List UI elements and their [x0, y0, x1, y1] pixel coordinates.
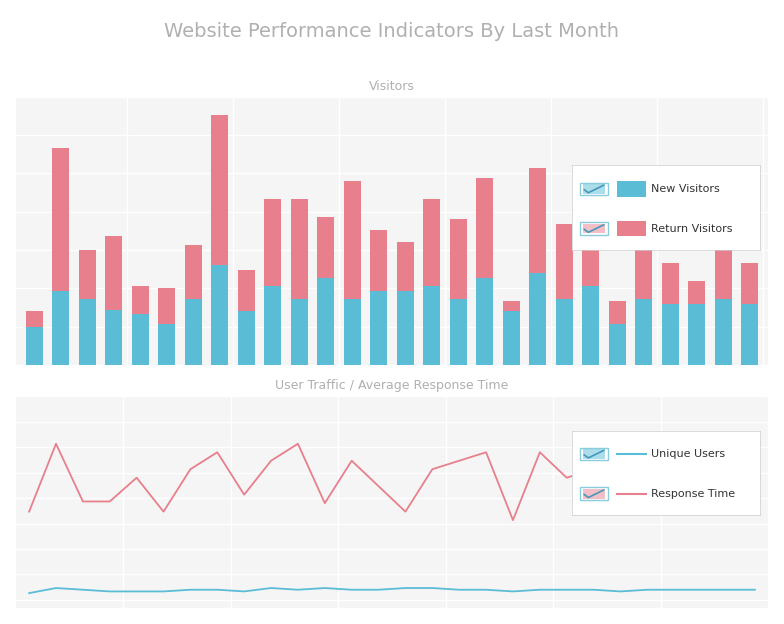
Bar — [343, 299, 361, 365]
Bar — [132, 314, 149, 365]
Bar — [580, 448, 608, 461]
Bar — [52, 148, 69, 291]
Bar — [476, 178, 493, 278]
Text: Response Time: Response Time — [652, 489, 735, 499]
Bar — [580, 222, 608, 235]
Bar — [608, 301, 626, 324]
Bar — [105, 236, 122, 310]
Bar — [741, 263, 758, 304]
Bar — [503, 311, 520, 365]
Title: Visitors: Visitors — [369, 80, 415, 93]
Bar — [583, 449, 604, 459]
Bar — [635, 299, 652, 365]
Bar — [78, 250, 96, 299]
Bar — [158, 288, 176, 324]
Bar — [556, 299, 573, 365]
Bar — [397, 291, 414, 365]
Bar — [158, 324, 176, 365]
Bar — [291, 299, 308, 365]
Bar — [238, 270, 255, 311]
Bar — [618, 182, 646, 197]
Bar — [264, 199, 281, 286]
Bar — [476, 278, 493, 365]
Bar — [397, 242, 414, 291]
Bar — [318, 278, 334, 365]
Bar — [423, 286, 441, 365]
Bar — [370, 230, 387, 291]
Bar — [635, 237, 652, 299]
Bar — [529, 273, 546, 365]
Bar — [211, 265, 228, 365]
Bar — [184, 245, 201, 299]
Bar — [583, 489, 604, 499]
Bar — [318, 217, 334, 278]
Text: New Visitors: New Visitors — [652, 184, 720, 194]
Bar — [26, 311, 43, 327]
Text: Website Performance Indicators By Last Month: Website Performance Indicators By Last M… — [165, 22, 619, 41]
Text: Return Visitors: Return Visitors — [652, 223, 733, 233]
Bar — [608, 324, 626, 365]
Bar — [715, 299, 732, 365]
Bar — [688, 304, 706, 365]
Bar — [503, 301, 520, 311]
Bar — [184, 299, 201, 365]
Bar — [78, 299, 96, 365]
Bar — [370, 291, 387, 365]
Bar — [132, 286, 149, 314]
Bar — [529, 168, 546, 273]
Bar — [580, 487, 608, 500]
Bar — [662, 304, 679, 365]
Bar — [423, 199, 441, 286]
Bar — [583, 184, 604, 193]
Bar — [715, 245, 732, 299]
Bar — [556, 225, 573, 299]
Bar — [26, 327, 43, 365]
Bar — [343, 181, 361, 299]
Bar — [291, 199, 308, 299]
Bar — [211, 115, 228, 265]
Bar — [52, 291, 69, 365]
Bar — [105, 310, 122, 365]
Bar — [264, 286, 281, 365]
Bar — [450, 299, 466, 365]
Bar — [583, 224, 604, 233]
Bar — [583, 286, 600, 365]
Bar — [662, 263, 679, 304]
Bar — [238, 311, 255, 365]
Bar — [450, 220, 466, 299]
Title: User Traffic / Average Response Time: User Traffic / Average Response Time — [275, 379, 509, 392]
Bar — [583, 207, 600, 286]
Bar — [580, 183, 608, 195]
Bar — [741, 304, 758, 365]
Bar — [618, 221, 646, 236]
Bar — [688, 281, 706, 304]
Text: Unique Users: Unique Users — [652, 449, 725, 459]
